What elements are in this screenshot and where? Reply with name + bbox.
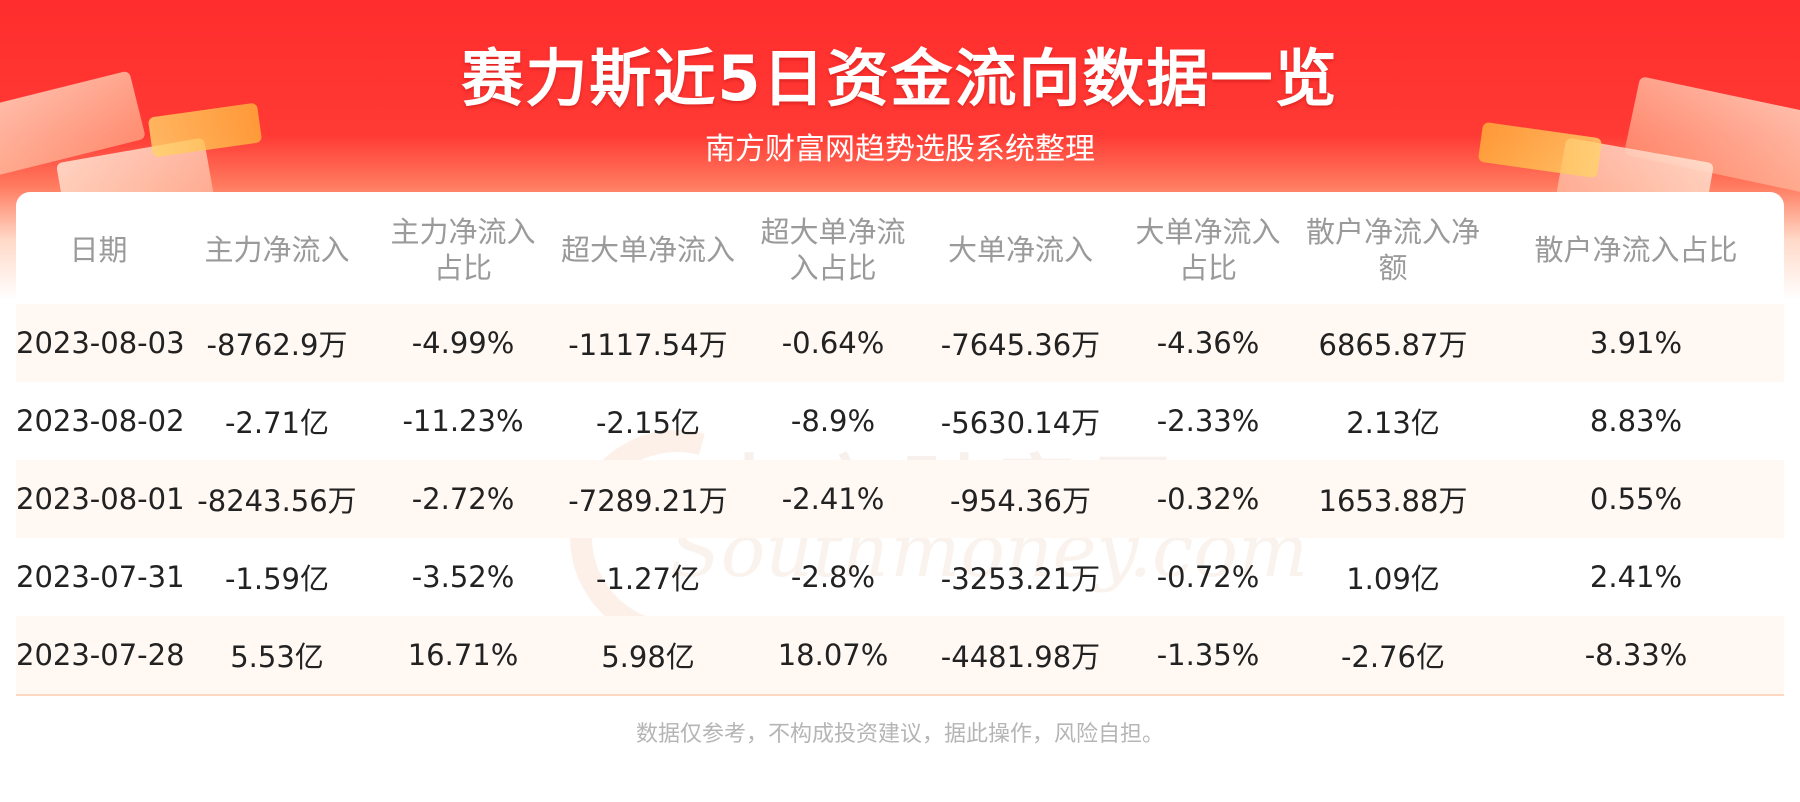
- table-cell: -8.9%: [790, 404, 876, 438]
- table-cell: -4481.98万: [923, 616, 1118, 696]
- column-header-retail-net-inflow: 散户净流入净额: [1305, 215, 1480, 285]
- table-cell: -954.36万: [923, 460, 1118, 538]
- table-cell: 2.41%: [1589, 560, 1683, 594]
- table-cell: -2.15亿: [595, 406, 701, 440]
- table-cell: -0.64%: [743, 304, 923, 382]
- column-header-large-order-net-inflow-ratio: 大单净流入占比: [1135, 215, 1281, 285]
- table-cell: -7289.21万: [553, 460, 743, 538]
- table-cell: -1.59亿: [224, 562, 330, 596]
- table-cell: 2023-08-03: [16, 304, 185, 382]
- table-cell: -2.71亿: [224, 406, 330, 440]
- table-cell: -1117.54万: [553, 304, 743, 382]
- table-cell: -2.8%: [790, 560, 876, 594]
- table-cell: 2.13亿: [1346, 406, 1440, 440]
- table-cell: -7645.36万: [923, 304, 1118, 382]
- table-row: 2023-07-28 5.53亿 16.71% 5.98亿 18.07% -44…: [16, 616, 1784, 696]
- column-header-large-order-net-inflow: 大单净流入: [947, 233, 1093, 267]
- table-cell: -2.76亿: [1298, 616, 1488, 696]
- table-cell: -1.35%: [1118, 616, 1298, 696]
- table-row: 2023-07-31 -1.59亿 -3.52% -1.27亿 -2.8% -3…: [16, 538, 1784, 616]
- column-header-main-net-inflow-ratio: 主力净流入占比: [390, 215, 536, 285]
- page-title: 赛力斯近5日资金流向数据一览: [461, 42, 1339, 115]
- table-cell: 6865.87万: [1298, 304, 1488, 382]
- table-cell: -11.23%: [402, 404, 524, 438]
- table-cell: -0.72%: [1156, 560, 1260, 594]
- table-cell: -3253.21万: [940, 562, 1101, 596]
- disclaimer-text: 数据仅参考，不构成投资建议，据此操作，风险自担。: [635, 722, 1164, 747]
- table-cell: 3.91%: [1488, 304, 1784, 382]
- table-cell: 0.55%: [1488, 460, 1784, 538]
- table-cell: -4.99%: [373, 304, 553, 382]
- table-row: 2023-08-02 -2.71亿 -11.23% -2.15亿 -8.9% -…: [16, 382, 1784, 460]
- column-header-xl-order-net-inflow-ratio: 超大单净流入占比: [760, 215, 906, 285]
- table-cell: 2023-07-31: [16, 560, 185, 594]
- table-cell: 2023-08-02: [16, 404, 185, 438]
- table-cell: 5.98亿: [553, 616, 743, 696]
- table-cell: -2.72%: [373, 460, 553, 538]
- table-cell: -0.32%: [1118, 460, 1298, 538]
- page-subtitle: 南方财富网趋势选股系统整理: [705, 132, 1095, 167]
- table-row: 2023-08-03 -8762.9万 -4.99% -1117.54万 -0.…: [16, 304, 1784, 382]
- table-cell: 2023-08-01: [16, 460, 185, 538]
- table-cell: -8243.56万: [181, 460, 373, 538]
- table-cell: -4.36%: [1118, 304, 1298, 382]
- table-cell: 5.53亿: [181, 616, 373, 696]
- table-cell: 2023-07-28: [16, 616, 185, 696]
- table-cell: 16.71%: [373, 616, 553, 696]
- table-cell: -5630.14万: [940, 406, 1101, 440]
- table-cell: 8.83%: [1589, 404, 1683, 438]
- fund-flow-table: 日期 主力净流入 主力净流入占比 超大单净流入 超大单净流入占比 大单净流入 大…: [16, 196, 1784, 696]
- table-cell: -2.33%: [1156, 404, 1260, 438]
- table-cell: -3.52%: [411, 560, 515, 594]
- column-header-xl-order-net-inflow: 超大单净流入: [560, 233, 735, 267]
- table-cell: -8.33%: [1488, 616, 1784, 696]
- column-header-main-net-inflow: 主力净流入: [204, 233, 350, 267]
- table-cell: 1.09亿: [1346, 562, 1440, 596]
- table-row: 2023-08-01 -8243.56万 -2.72% -7289.21万 -2…: [16, 460, 1784, 538]
- table-header-row: 日期 主力净流入 主力净流入占比 超大单净流入 超大单净流入占比 大单净流入 大…: [16, 196, 1784, 304]
- table-cell: 18.07%: [743, 616, 923, 696]
- table-cell: 1653.88万: [1298, 460, 1488, 538]
- column-header-date: 日期: [69, 233, 128, 267]
- table-cell: -8762.9万: [181, 304, 373, 382]
- table-cell: -2.41%: [743, 460, 923, 538]
- table-cell: -1.27亿: [595, 562, 701, 596]
- column-header-retail-net-inflow-ratio: 散户净流入占比: [1534, 233, 1738, 267]
